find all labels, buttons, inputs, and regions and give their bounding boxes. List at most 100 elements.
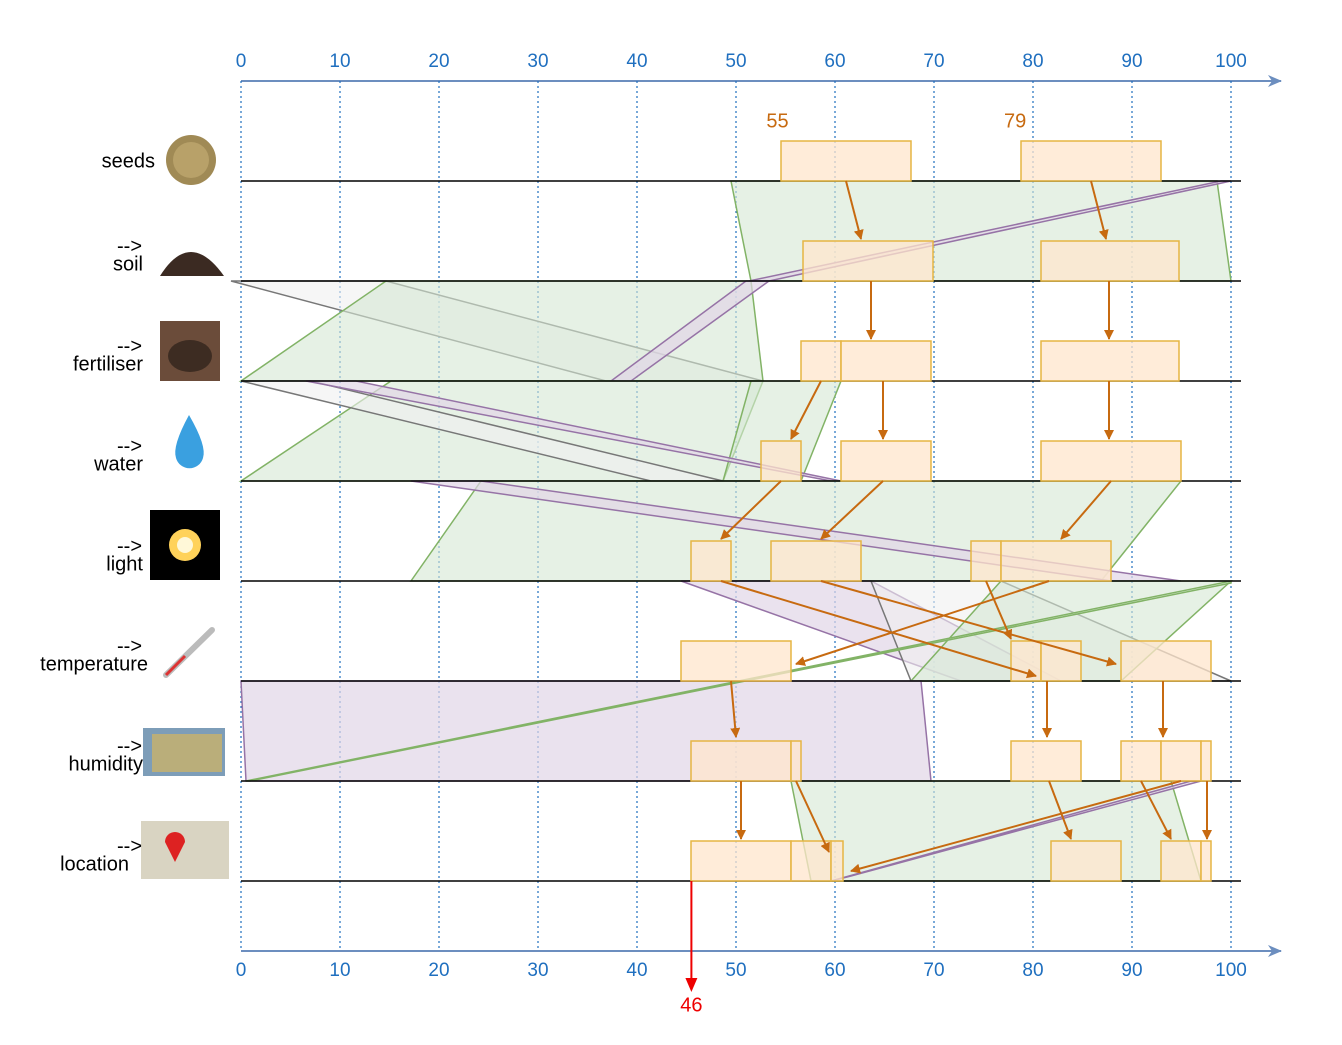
arrow — [820, 580, 1117, 667]
bottom-tick-label: 50 — [725, 960, 746, 981]
row-labels: 0 10 20 30 40 50 60 70 80 90 100 0 10 20 30 40 50 60 70 80 9… — [40, 51, 1247, 1016]
ranges — [680, 140, 1212, 882]
seed-start-label: 79 — [1004, 110, 1026, 132]
range-box — [680, 640, 792, 682]
seed-start-label: 55 — [766, 110, 788, 132]
bottom-tick-label: 30 — [527, 960, 548, 981]
humidity-icon — [152, 734, 222, 772]
seeds-icon — [173, 142, 209, 178]
range-box — [1010, 740, 1082, 782]
top-tick-label: 80 — [1022, 51, 1043, 72]
bottom-tick-label: 10 — [329, 960, 350, 981]
top-tick-label: 70 — [923, 51, 944, 72]
row-prefix: --> — [117, 335, 142, 357]
row-label: water — [93, 453, 143, 475]
range-box — [790, 740, 802, 782]
range-box — [1040, 440, 1182, 482]
bottom-tick-label: 40 — [626, 960, 647, 981]
range-box — [690, 540, 732, 582]
range-box — [1160, 840, 1202, 882]
row-prefix: --> — [117, 235, 142, 257]
range-box — [1040, 240, 1180, 282]
bottom-tick-label: 80 — [1022, 960, 1043, 981]
answer-label: 46 — [680, 994, 702, 1016]
row-prefix: --> — [117, 735, 142, 757]
arrow — [1090, 180, 1109, 240]
arrow — [795, 580, 1050, 666]
light-icon — [177, 537, 193, 553]
row-prefix: --> — [117, 435, 142, 457]
flow-arrows — [720, 180, 1212, 874]
row-label: fertiliser — [73, 353, 143, 375]
range-box — [1020, 140, 1162, 182]
range-box — [780, 140, 912, 182]
top-tick-label: 60 — [824, 51, 845, 72]
top-tick-label: 100 — [1215, 51, 1247, 72]
location-icon — [141, 821, 229, 879]
top-tick-label: 40 — [626, 51, 647, 72]
range-box — [790, 840, 832, 882]
row-label: temperature — [40, 653, 148, 675]
top-tick-label: 90 — [1121, 51, 1142, 72]
range-box — [802, 240, 934, 282]
range-box — [840, 340, 932, 382]
arrow — [720, 480, 782, 540]
arrow — [730, 680, 741, 738]
range-box — [760, 440, 802, 482]
range-box — [770, 540, 862, 582]
range-box — [1040, 340, 1180, 382]
range-box — [1160, 740, 1202, 782]
range-box — [1050, 840, 1122, 882]
range-box — [1200, 740, 1212, 782]
range-box — [690, 740, 792, 782]
bottom-tick-label: 0 — [236, 960, 247, 981]
bottom-tick-label: 60 — [824, 960, 845, 981]
top-tick-label: 30 — [527, 51, 548, 72]
row-label: light — [106, 553, 143, 575]
range-box — [1120, 740, 1162, 782]
arrow — [720, 580, 1037, 679]
bottom-tick-label: 70 — [923, 960, 944, 981]
top-tick-label: 50 — [725, 51, 746, 72]
bottom-tick-label: 20 — [428, 960, 449, 981]
arrow — [1048, 780, 1073, 840]
top-tick-label: 10 — [329, 51, 350, 72]
fertiliser-icon — [168, 340, 212, 372]
range-box — [970, 540, 1002, 582]
map-range — [240, 680, 932, 782]
range-box — [1000, 540, 1112, 582]
row-prefix: --> — [117, 535, 142, 557]
range-box — [1010, 640, 1042, 682]
icons — [141, 135, 229, 879]
row-label: soil — [113, 253, 143, 275]
row-prefix: --> — [117, 635, 142, 657]
temperature-icon — [164, 654, 187, 677]
range-box — [840, 440, 932, 482]
range-box — [690, 840, 792, 882]
bottom-tick-label: 100 — [1215, 960, 1247, 981]
row-label: seeds — [102, 150, 155, 172]
row-label: location — [60, 853, 129, 875]
row-label: humidity — [69, 753, 143, 775]
range-box — [1120, 640, 1212, 682]
arrow — [820, 480, 884, 540]
arrow — [850, 780, 1182, 874]
location-icon — [165, 832, 185, 862]
range-box — [830, 840, 844, 882]
arrow — [790, 380, 822, 440]
answer-arrowhead — [685, 978, 698, 992]
arrow — [1060, 480, 1112, 540]
top-tick-label: 0 — [236, 51, 247, 72]
row-prefix: --> — [117, 835, 142, 857]
bottom-tick-label: 90 — [1121, 960, 1142, 981]
soil-icon — [160, 252, 224, 276]
arrow — [845, 180, 864, 240]
water-icon — [175, 415, 204, 469]
arrow — [795, 780, 830, 853]
range-box — [800, 340, 842, 382]
range-box — [1200, 840, 1212, 882]
arrow — [985, 580, 1013, 640]
top-tick-label: 20 — [428, 51, 449, 72]
range-box — [1040, 640, 1082, 682]
